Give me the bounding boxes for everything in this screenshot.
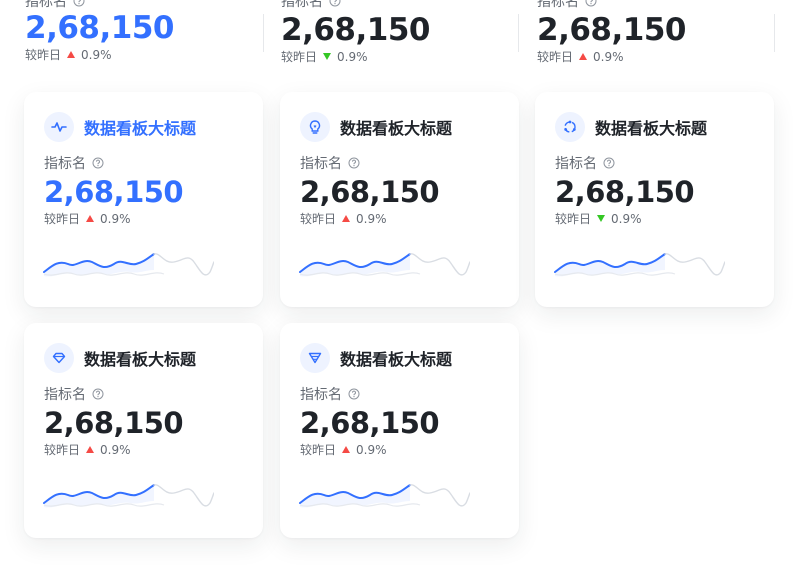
metric-value: 2,68,150 [300, 406, 440, 440]
help-icon[interactable] [73, 0, 85, 7]
help-icon[interactable] [329, 0, 341, 7]
sparkline [42, 244, 214, 282]
metric-card-4[interactable]: 数据看板大标题 指标名 2,68,150 较昨日 0.9% [24, 323, 263, 538]
trend-up-icon [342, 446, 351, 453]
trend-up-icon [86, 215, 95, 222]
compare-row: 较昨日 0.9% [281, 48, 430, 65]
metric-label: 指标名 [25, 0, 67, 10]
metric-label: 指标名 [555, 156, 597, 172]
compare-row: 较昨日 0.9% [44, 210, 183, 227]
delta-value: 0.9% [100, 211, 131, 226]
help-icon[interactable] [348, 388, 360, 400]
card-title: 数据看板大标题 [340, 119, 453, 138]
metric-label: 指标名 [281, 0, 323, 10]
compare-label: 较昨日 [44, 443, 81, 457]
divider [263, 14, 264, 52]
delta-value: 0.9% [337, 49, 368, 64]
lightbulb-icon [300, 112, 330, 142]
compare-row: 较昨日 0.9% [537, 48, 686, 65]
top-stat-3: 指标名 2,68,150 较昨日 0.9% [537, 0, 686, 74]
compare-row: 较昨日 0.9% [300, 210, 439, 227]
divider [774, 14, 775, 52]
trend-up-icon [67, 51, 76, 58]
compare-label: 较昨日 [281, 50, 318, 64]
delta-value: 0.9% [356, 211, 387, 226]
help-icon[interactable] [585, 0, 597, 7]
trend-up-icon [579, 53, 588, 60]
compare-label: 较昨日 [555, 212, 592, 226]
cycle-icon [555, 112, 585, 142]
card-title: 数据看板大标题 [595, 119, 708, 138]
metric-label: 指标名 [300, 387, 342, 403]
delta-value: 0.9% [593, 49, 624, 64]
metric-value: 2,68,150 [300, 175, 440, 209]
top-stats-row: 指标名 2,68,150 较昨日 0.9% 指标名 2,68,150 [0, 0, 799, 82]
top-stat-2: 指标名 2,68,150 较昨日 0.9% [281, 0, 430, 74]
card-title: 数据看板大标题 [84, 119, 197, 138]
delta-value: 0.9% [81, 47, 112, 62]
help-icon[interactable] [603, 157, 615, 169]
metric-value: 2,68,150 [44, 175, 184, 209]
metric-card-5[interactable]: 数据看板大标题 指标名 2,68,150 较昨日 0.9% [280, 323, 519, 538]
metric-value: 2,68,150 [25, 10, 174, 46]
sparkline [42, 475, 214, 513]
diamond-icon [44, 343, 74, 373]
help-icon[interactable] [92, 388, 104, 400]
metric-label: 指标名 [300, 156, 342, 172]
compare-row: 较昨日 0.9% [44, 441, 183, 458]
metric-card-3[interactable]: 数据看板大标题 指标名 2,68,150 较昨日 0.9% [535, 92, 774, 307]
compare-row: 较昨日 0.9% [300, 441, 439, 458]
delta-value: 0.9% [611, 211, 642, 226]
trend-down-icon [597, 215, 606, 222]
help-icon[interactable] [348, 157, 360, 169]
trend-up-icon [86, 446, 95, 453]
card-title: 数据看板大标题 [340, 350, 453, 369]
help-icon[interactable] [92, 157, 104, 169]
compare-label: 较昨日 [300, 443, 337, 457]
sparkline [553, 244, 725, 282]
compare-label: 较昨日 [537, 50, 574, 64]
compare-label: 较昨日 [44, 212, 81, 226]
top-stat-1: 指标名 2,68,150 较昨日 0.9% [25, 0, 174, 74]
compare-label: 较昨日 [300, 212, 337, 226]
metric-card-1[interactable]: 数据看板大标题 指标名 2,68,150 较昨日 0.9% [24, 92, 263, 307]
metric-label: 指标名 [537, 0, 579, 10]
metric-label: 指标名 [44, 156, 86, 172]
metric-card-2[interactable]: 数据看板大标题 指标名 2,68,150 较昨日 0.9% [280, 92, 519, 307]
funnel-icon [300, 343, 330, 373]
metric-value: 2,68,150 [281, 12, 430, 48]
trend-down-icon [323, 53, 332, 60]
compare-row: 较昨日 0.9% [555, 210, 694, 227]
compare-label: 较昨日 [25, 48, 62, 62]
metric-value: 2,68,150 [537, 12, 686, 48]
sparkline [298, 244, 470, 282]
metric-value: 2,68,150 [555, 175, 695, 209]
trend-up-icon [342, 215, 351, 222]
metric-label: 指标名 [44, 387, 86, 403]
activity-icon [44, 112, 74, 142]
metric-value: 2,68,150 [44, 406, 184, 440]
sparkline [298, 475, 470, 513]
delta-value: 0.9% [356, 442, 387, 457]
card-title: 数据看板大标题 [84, 350, 197, 369]
delta-value: 0.9% [100, 442, 131, 457]
compare-row: 较昨日 0.9% [25, 46, 174, 63]
divider [518, 14, 519, 52]
